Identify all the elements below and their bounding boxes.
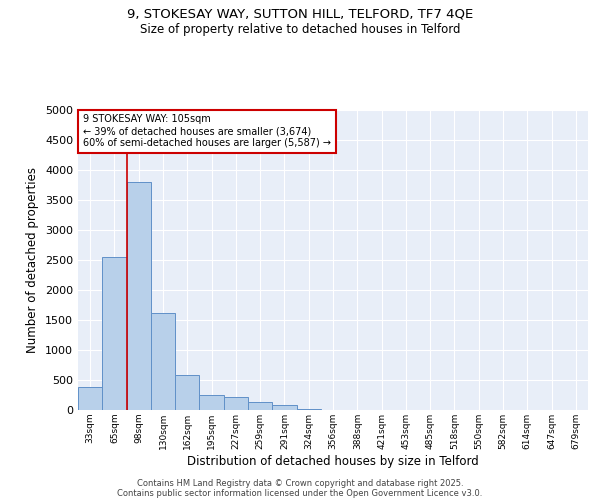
Bar	[248, 402, 272, 410]
Text: Contains HM Land Registry data © Crown copyright and database right 2025.: Contains HM Land Registry data © Crown c…	[137, 478, 463, 488]
Bar	[78, 387, 102, 410]
Bar	[199, 395, 224, 410]
Text: Contains public sector information licensed under the Open Government Licence v3: Contains public sector information licen…	[118, 488, 482, 498]
Text: 9 STOKESAY WAY: 105sqm
← 39% of detached houses are smaller (3,674)
60% of semi-: 9 STOKESAY WAY: 105sqm ← 39% of detached…	[83, 114, 331, 148]
X-axis label: Distribution of detached houses by size in Telford: Distribution of detached houses by size …	[187, 454, 479, 468]
Bar	[102, 257, 127, 410]
Bar	[224, 397, 248, 410]
Text: Size of property relative to detached houses in Telford: Size of property relative to detached ho…	[140, 22, 460, 36]
Bar	[272, 405, 296, 410]
Text: 9, STOKESAY WAY, SUTTON HILL, TELFORD, TF7 4QE: 9, STOKESAY WAY, SUTTON HILL, TELFORD, T…	[127, 8, 473, 20]
Y-axis label: Number of detached properties: Number of detached properties	[26, 167, 40, 353]
Bar	[127, 182, 151, 410]
Bar	[175, 375, 199, 410]
Bar	[151, 313, 175, 410]
